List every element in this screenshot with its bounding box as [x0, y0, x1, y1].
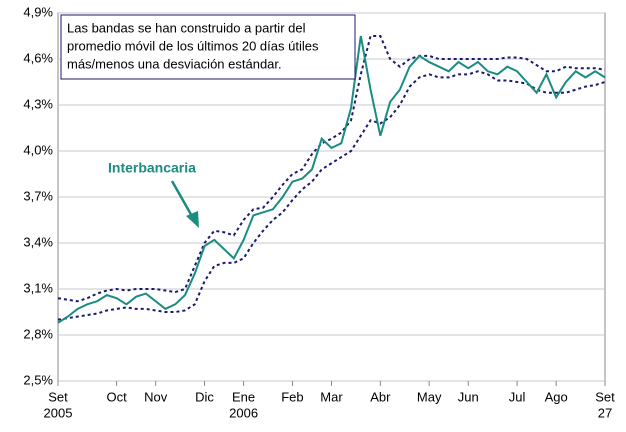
- series-line: [57, 35, 606, 324]
- y-tick-label: 3,4%: [23, 234, 53, 249]
- note-text: más/menos una desviación estándar.: [67, 56, 282, 71]
- y-tick-label: 4,0%: [23, 142, 53, 157]
- x-tick-label: Set: [595, 389, 615, 404]
- y-tick-label: 3,1%: [23, 280, 53, 295]
- x-tick-label: Feb: [281, 389, 303, 404]
- note-box: [60, 14, 356, 80]
- note-text: Las bandas se han construido a partir de…: [67, 20, 306, 35]
- y-tick-label: 4,3%: [23, 96, 53, 111]
- note-text: promedio móvil de los últimos 20 días út…: [67, 38, 319, 53]
- x-tick-label: May: [417, 389, 442, 404]
- series-line: [57, 70, 606, 321]
- y-tick-label: 2,5%: [23, 372, 53, 387]
- y-tick-label: 4,9%: [23, 4, 53, 19]
- x-tick-label: Abr: [370, 389, 391, 404]
- x-tick-label: Dic: [195, 389, 214, 404]
- x-tick-label: Jun: [458, 389, 479, 404]
- x-tick-label: Jul: [509, 389, 526, 404]
- x-tick-sublabel: 27: [598, 405, 612, 420]
- x-tick-label: Ene: [232, 389, 255, 404]
- x-tick-sublabel: 2006: [229, 405, 258, 420]
- y-tick-label: 4,6%: [23, 50, 53, 65]
- x-tick-label: Oct: [106, 389, 127, 404]
- x-tick-label: Nov: [144, 389, 168, 404]
- y-tick-label: 2,8%: [23, 326, 53, 341]
- x-tick-sublabel: 2005: [44, 405, 73, 420]
- series-label: Interbancaria: [108, 160, 196, 176]
- x-tick-label: Set: [48, 389, 68, 404]
- arrow-head: [186, 211, 199, 228]
- x-tick-label: Mar: [320, 389, 343, 404]
- y-tick-label: 3,7%: [23, 188, 53, 203]
- x-tick-label: Ago: [545, 389, 568, 404]
- series-line: [57, 35, 606, 303]
- arrow-shaft: [170, 180, 195, 219]
